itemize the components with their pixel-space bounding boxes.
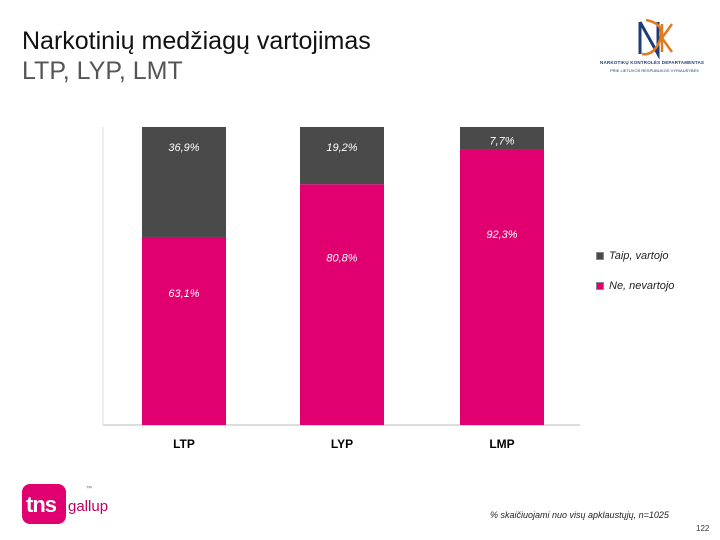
tns-gallup-logo: tns ™ gallup xyxy=(22,484,112,526)
legend-label-ne: Ne, nevartojo xyxy=(609,280,675,292)
bar-lmp-taip xyxy=(460,127,544,150)
bar-ltp-taip xyxy=(142,127,226,237)
title-line-1: Narkotinių medžiagų vartojimas xyxy=(22,27,371,55)
bar-ltp-ne xyxy=(142,236,226,425)
ndk-emblem-icon xyxy=(638,18,674,60)
chart-legend: Taip, vartojo Ne, nevartojo xyxy=(596,250,674,310)
legend-item-ne: Ne, nevartojo xyxy=(596,280,674,292)
title-line-2: LTP, LYP, LMT xyxy=(22,57,183,85)
page-number: 122 xyxy=(696,524,710,533)
data-label-lmp-taip: 7,7% xyxy=(489,135,514,147)
ndk-logo: NARKOTIKŲ KONTROLĖS DEPARTAMENTAS PRIE L… xyxy=(596,14,706,78)
gallup-logo-text: gallup xyxy=(68,498,109,515)
ndk-org-subtitle: PRIE LIETUVOS RESPUBLIKOS VYRIAUSYBĖS xyxy=(610,68,699,73)
data-label-lyp-taip: 19,2% xyxy=(326,142,357,154)
category-label-ltp: LTP xyxy=(173,437,195,451)
legend-label-taip: Taip, vartojo xyxy=(609,250,669,262)
bar-lmp-ne xyxy=(460,149,544,426)
page-title: Narkotinių medžiagų vartojimas LTP, LYP,… xyxy=(22,26,371,86)
footnote: % skaičiuojami nuo visų apklaustųjų, n=1… xyxy=(490,510,669,520)
tns-logo-box xyxy=(22,484,66,524)
data-label-ltp-taip: 36,9% xyxy=(168,142,199,154)
ndk-org-name: NARKOTIKŲ KONTROLĖS DEPARTAMENTAS xyxy=(600,60,705,65)
legend-swatch-taip xyxy=(596,252,604,260)
data-label-ltp-ne: 63,1% xyxy=(168,288,199,300)
tns-trademark: ™ xyxy=(86,486,92,492)
legend-swatch-ne xyxy=(596,282,604,290)
bar-lyp-taip xyxy=(300,127,384,185)
data-label-lyp-ne: 80,8% xyxy=(326,252,357,264)
legend-item-taip: Taip, vartojo xyxy=(596,250,674,262)
tns-logo-text: tns xyxy=(26,492,57,517)
category-label-lyp: LYP xyxy=(331,437,353,451)
category-label-lmp: LMP xyxy=(489,437,514,451)
bar-lyp-ne xyxy=(300,184,384,425)
data-label-lmp-ne: 92,3% xyxy=(486,229,517,241)
